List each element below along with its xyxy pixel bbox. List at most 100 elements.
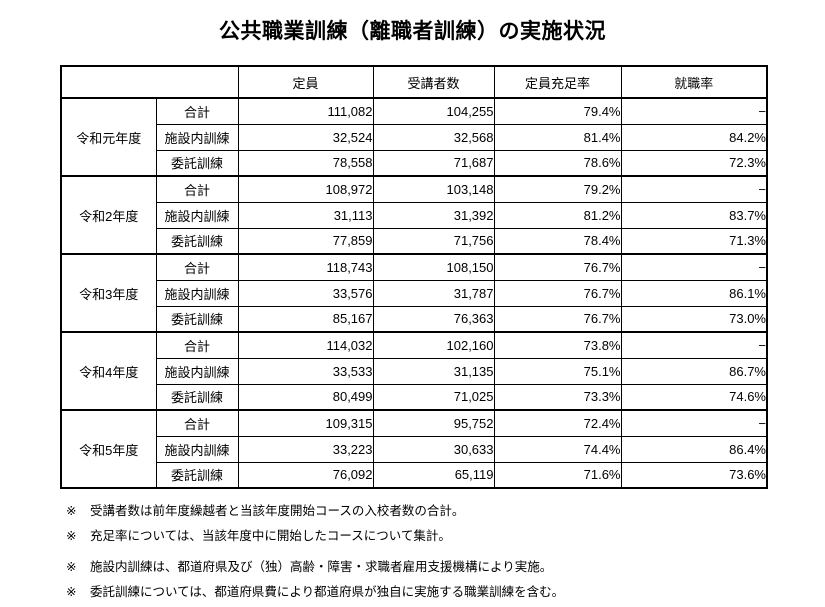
column-header-fill-rate: 定員充足率 [493,65,622,99]
category-cell: 委託訓練 [155,149,239,177]
trainees-cell: 95,752 [372,409,495,437]
fill-rate-cell: 81.2% [493,201,622,229]
category-cell: 施設内訓練 [155,123,239,151]
trainees-cell: 71,687 [372,149,495,177]
reference-mark: ※ [66,585,77,599]
footnotes: ※ 受講者数は前年度繰越者と当該年度開始コースの入校者数の合計。 ※ 充足率について… [66,503,825,600]
footnote-text: 受講者数は前年度繰越者と当該年度開始コースの入校者数の合計。 [90,504,465,518]
trainees-cell: 30,633 [372,435,495,463]
year-cell: 令和3年度 [60,253,157,333]
capacity-cell: 33,533 [237,357,374,385]
employment-rate-cell: 83.7% [620,201,768,229]
capacity-cell: 31,113 [237,201,374,229]
trainees-cell: 76,363 [372,305,495,333]
footnote: ※ 充足率については、当該年度中に開始したコースについて集計。 [66,528,825,544]
fill-rate-cell: 72.4% [493,409,622,437]
trainees-cell: 104,255 [372,97,495,125]
employment-rate-cell: 84.2% [620,123,768,151]
table-row: 委託訓練 78,558 71,687 78.6% 72.3% [61,149,768,177]
footnote: ※ 施設内訓練は、都道府県及び（独）高齢・障害・求職者雇用支援機構により実施。 [66,559,825,575]
capacity-cell: 33,223 [237,435,374,463]
category-cell: 施設内訓練 [155,201,239,229]
fill-rate-cell: 71.6% [493,461,622,489]
category-cell: 合計 [155,253,239,281]
footnote: ※ 受講者数は前年度繰越者と当該年度開始コースの入校者数の合計。 [66,503,825,519]
trainees-cell: 31,787 [372,279,495,307]
capacity-cell: 85,167 [237,305,374,333]
corner-cell [60,65,239,99]
table-row: 施設内訓練 31,113 31,392 81.2% 83.7% [61,201,768,229]
table-row: 令和2年度 合計 108,972 103,148 79.2% − [60,175,768,255]
category-cell: 委託訓練 [155,461,239,489]
employment-rate-cell: − [620,253,768,281]
category-cell: 合計 [155,97,239,125]
capacity-cell: 80,499 [237,383,374,411]
table-row: 委託訓練 85,167 76,363 76.7% 73.0% [61,305,768,333]
category-cell: 委託訓練 [155,305,239,333]
trainees-cell: 71,025 [372,383,495,411]
footnote-text: 施設内訓練は、都道府県及び（独）高齢・障害・求職者雇用支援機構により実施。 [90,560,553,574]
reference-mark: ※ [66,504,77,518]
column-header-capacity: 定員 [237,65,374,99]
category-cell: 委託訓練 [155,383,239,411]
capacity-cell: 111,082 [237,97,374,125]
table-row: 施設内訓練 32,524 32,568 81.4% 84.2% [61,123,768,151]
employment-rate-cell: 73.6% [620,461,768,489]
trainees-cell: 71,756 [372,227,495,255]
employment-rate-cell: − [620,409,768,437]
table-row: 施設内訓練 33,576 31,787 76.7% 86.1% [61,279,768,307]
table-row: 令和元年度 合計 111,082 104,255 79.4% − [60,97,768,177]
capacity-cell: 108,972 [237,175,374,203]
header-row: 定員 受講者数 定員充足率 就職率 [60,65,768,99]
year-cell: 令和4年度 [60,331,157,411]
year-cell: 令和2年度 [60,175,157,255]
table-row: 令和3年度 合計 118,743 108,150 76.7% − [60,253,768,333]
trainees-cell: 31,135 [372,357,495,385]
training-results-table: 定員 受講者数 定員充足率 就職率 令和元年度 合計 111,082 104,2… [60,65,768,489]
reference-mark: ※ [66,560,77,574]
employment-rate-cell: 86.1% [620,279,768,307]
capacity-cell: 33,576 [237,279,374,307]
employment-rate-cell: − [620,97,768,125]
fill-rate-cell: 73.8% [493,331,622,359]
table-row: 令和5年度 合計 109,315 95,752 72.4% − [60,409,768,489]
trainees-cell: 65,119 [372,461,495,489]
trainees-cell: 108,150 [372,253,495,281]
page-title: 公共職業訓練（離職者訓練）の実施状況 [219,20,606,43]
fill-rate-cell: 78.4% [493,227,622,255]
employment-rate-cell: 72.3% [620,149,768,177]
capacity-cell: 77,859 [237,227,374,255]
fill-rate-cell: 76.7% [493,279,622,307]
category-cell: 施設内訓練 [155,357,239,385]
table-row: 委託訓練 76,092 65,119 71.6% 73.6% [61,461,768,489]
category-cell: 合計 [155,175,239,203]
trainees-cell: 32,568 [372,123,495,151]
employment-rate-cell: 71.3% [620,227,768,255]
table-row: 施設内訓練 33,223 30,633 74.4% 86.4% [61,435,768,463]
fill-rate-cell: 79.2% [493,175,622,203]
column-header-employment-rate: 就職率 [620,65,768,99]
trainees-cell: 102,160 [372,331,495,359]
year-cell: 令和元年度 [60,97,157,177]
fill-rate-cell: 76.7% [493,305,622,333]
table-row: 委託訓練 80,499 71,025 73.3% 74.6% [61,383,768,411]
category-cell: 施設内訓練 [155,435,239,463]
capacity-cell: 118,743 [237,253,374,281]
column-header-trainees: 受講者数 [372,65,495,99]
category-cell: 合計 [155,409,239,437]
capacity-cell: 78,558 [237,149,374,177]
fill-rate-cell: 74.4% [493,435,622,463]
fill-rate-cell: 76.7% [493,253,622,281]
footnote: ※ 委託訓練については、都道府県費により都道府県が独自に実施する職業訓練を含む。 [66,584,825,600]
employment-rate-cell: − [620,175,768,203]
fill-rate-cell: 73.3% [493,383,622,411]
capacity-cell: 109,315 [237,409,374,437]
fill-rate-cell: 79.4% [493,97,622,125]
table-row: 令和4年度 合計 114,032 102,160 73.8% − [60,331,768,411]
trainees-cell: 31,392 [372,201,495,229]
employment-rate-cell: 86.7% [620,357,768,385]
employment-rate-cell: 74.6% [620,383,768,411]
footnote-text: 充足率については、当該年度中に開始したコースについて集計。 [90,529,451,543]
table-row: 施設内訓練 33,533 31,135 75.1% 86.7% [61,357,768,385]
